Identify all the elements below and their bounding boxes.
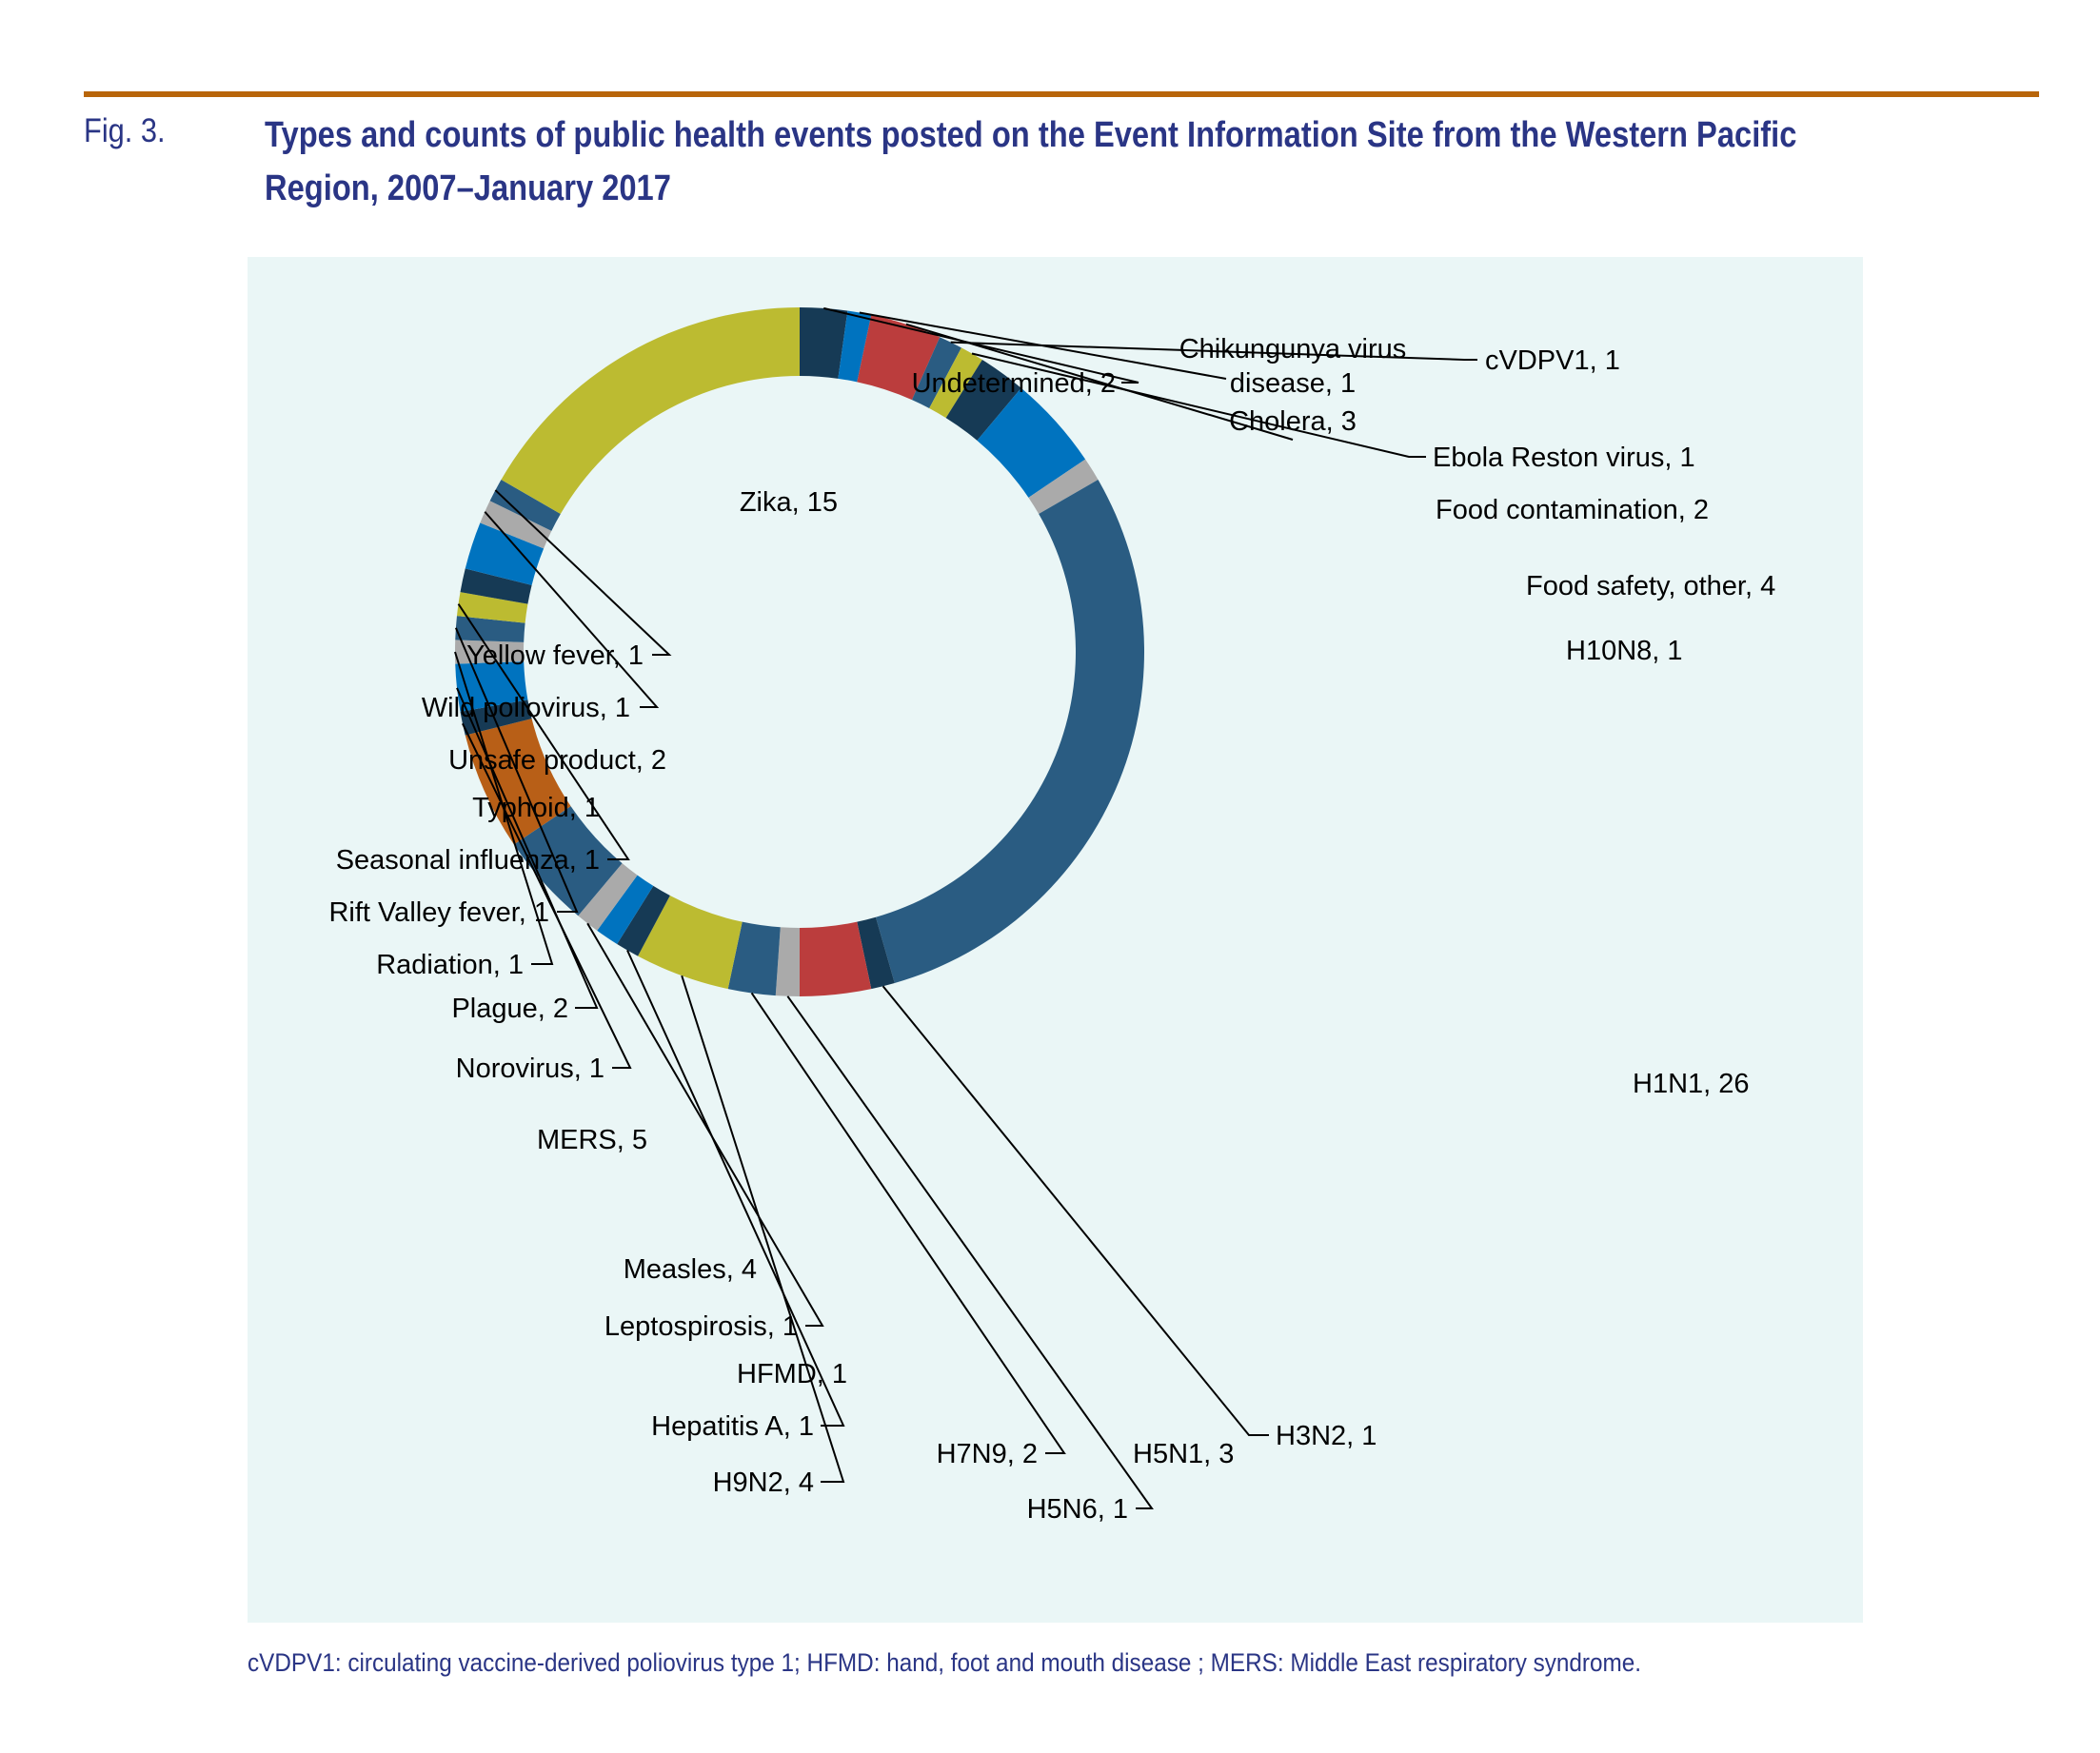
data-label-line: disease, 1 [1230,368,1356,399]
leader-line-h7n9 [750,992,1066,1454]
leader-line-rift-valley-fever [454,627,579,913]
slice-food-safety-other[interactable] [977,387,1086,498]
slice-wild-poliovirus[interactable] [480,501,552,549]
leader-line-yellow-fever [494,489,672,656]
leader-line-h5n6 [786,995,1154,1509]
data-label-plague: Plague, 2 [451,994,568,1024]
donut-slices [455,307,1145,997]
data-label-h10n8: H10N8, 1 [1566,636,1683,666]
data-label-seasonal-influenza: Seasonal influenza, 1 [336,845,600,876]
data-label-yellow-fever: Yellow fever, 1 [466,640,644,671]
data-label-hepatitis-a: Hepatitis A, 1 [651,1411,814,1442]
data-label-measles: Measles, 4 [624,1254,757,1285]
slice-plague[interactable] [455,661,528,712]
leader-line-norovirus [462,722,632,1069]
slice-h9n2[interactable] [638,896,743,990]
data-label-hfmd: HFMD, 1 [737,1359,847,1389]
leader-line-h3n2 [882,985,1269,1436]
figure-title-line-2: Region, 2007–January 2017 [265,168,671,208]
slice-seasonal-influenza[interactable] [456,592,528,623]
slice-labels: Undetermined, 2 Chikungunya virus disease,… [328,334,1775,1525]
slice-mers[interactable] [465,719,571,845]
leader-line-ebola-reston-virus [971,352,1426,458]
slice-unsafe-product[interactable] [465,522,545,585]
slice-undetermined[interactable] [800,307,848,379]
slice-ebola-reston-virus[interactable] [929,347,982,419]
leader-lines [454,306,1477,1509]
data-label-food-contamination: Food contamination, 2 [1436,495,1709,525]
data-label-chikungunya-virus-disease: Chikungunya virus disease, 1 [1179,334,1407,399]
leader-line-radiation [454,651,554,965]
slice-h5n6[interactable] [775,927,800,997]
top-rule [84,91,2039,97]
data-label-mers: MERS, 5 [537,1125,647,1155]
slice-h3n2[interactable] [857,916,895,990]
slice-h5n1[interactable] [800,921,872,996]
leader-line-hepatitis-a [626,950,845,1427]
slice-measles[interactable] [513,806,623,916]
data-label-h5n1: H5N1, 3 [1133,1439,1234,1469]
leader-line-undetermined [823,306,1139,384]
slice-cholera[interactable] [857,314,941,401]
slice-h7n9[interactable] [727,921,781,996]
leader-line-h9n2 [681,975,845,1483]
data-label-h9n2: H9N2, 4 [713,1467,814,1498]
data-label-h5n6: H5N6, 1 [1027,1494,1128,1525]
data-label-undetermined: Undetermined, 2 [912,368,1116,399]
data-label-rift-valley-fever: Rift Valley fever, 1 [328,897,549,928]
slice-food-contamination[interactable] [945,360,1021,441]
slice-leptospirosis[interactable] [578,863,638,931]
slice-typhoid[interactable] [460,568,532,604]
leader-line-cvdpv1 [950,341,1477,361]
data-label-leptospirosis: Leptospirosis, 1 [604,1311,798,1342]
leader-line-plague [456,687,599,1009]
data-label-wild-poliovirus: Wild poliovirus, 1 [422,693,630,723]
leader-line-wild-poliovirus [484,511,660,708]
leader-line-leptospirosis [586,922,824,1327]
slice-chikungunya-virus-disease[interactable] [838,310,872,383]
data-label-food-safety-other: Food safety, other, 4 [1526,571,1775,601]
data-label-typhoid: Typhoid, 1 [472,793,600,823]
data-label-h3n2: H3N2, 1 [1276,1421,1377,1451]
data-label-h1n1: H1N1, 26 [1633,1069,1750,1099]
data-label-ebola-reston-virus: Ebola Reston virus, 1 [1433,443,1695,473]
data-label-cvdpv1: cVDPV1, 1 [1485,345,1620,376]
slice-h10n8[interactable] [1028,459,1099,514]
figure-title: Types and counts of public health events… [265,108,2040,215]
data-label-radiation: Radiation, 1 [376,950,524,980]
slice-rift-valley-fever[interactable] [455,616,525,642]
slice-zika[interactable] [501,307,800,514]
slice-hfmd[interactable] [597,875,654,944]
slice-h1n1[interactable] [875,480,1145,983]
slice-hepatitis-a[interactable] [617,885,670,956]
leader-line-seasonal-influenza [457,603,630,860]
data-label-line: Chikungunya virus [1179,334,1407,364]
data-label-cholera: Cholera, 3 [1229,406,1357,437]
figure-title-line-1: Types and counts of public health events… [265,115,1797,155]
figure-label: Fig. 3. [84,112,166,149]
slice-cvdpv1[interactable] [911,337,961,408]
slice-yellow-fever[interactable] [489,480,561,531]
data-label-zika: Zika, 15 [740,487,838,518]
data-label-unsafe-product: Unsafe product, 2 [448,745,666,776]
data-label-h7n9: H7N9, 2 [937,1439,1038,1469]
data-label-norovirus: Norovirus, 1 [456,1054,604,1084]
figure-footnote: cVDPV1: circulating vaccine-derived poli… [248,1648,1642,1677]
